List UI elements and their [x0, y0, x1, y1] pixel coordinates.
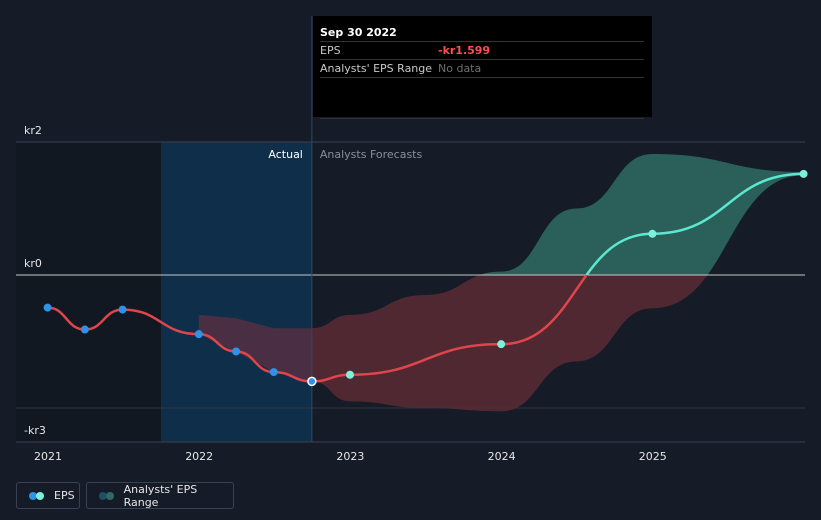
- x-tick-label: 2025: [639, 450, 667, 463]
- y-tick-label: kr2: [24, 124, 42, 137]
- past-shade: [16, 142, 161, 442]
- tooltip-range-value: No data: [438, 62, 482, 75]
- forecast-label: Analysts Forecasts: [320, 148, 423, 161]
- range-area-positive: [479, 153, 804, 275]
- legend-eps-swatch: [29, 491, 47, 500]
- eps-forecast-point: [799, 169, 808, 178]
- eps-actual-point: [194, 330, 203, 339]
- eps-line-positive: [585, 172, 804, 275]
- tooltip-eps-label: EPS: [320, 44, 341, 57]
- x-tick-label: 2021: [34, 450, 62, 463]
- eps-forecast-point: [497, 340, 506, 349]
- legend-eps-label: EPS: [54, 489, 75, 502]
- eps-actual-point: [43, 303, 52, 312]
- y-tick-label: -kr3: [24, 424, 46, 437]
- eps-forecast-point: [345, 370, 354, 379]
- legend-range-swatch: [99, 491, 117, 500]
- tooltip-date: Sep 30 2022: [320, 24, 644, 42]
- tooltip-spacer: [320, 78, 644, 119]
- eps-actual-point: [269, 368, 278, 377]
- eps-actual-point: [307, 376, 317, 387]
- tooltip-range-row: Analysts' EPS Range No data: [320, 60, 644, 78]
- tooltip-range-label: Analysts' EPS Range: [320, 62, 433, 75]
- y-tick-label: kr0: [24, 257, 42, 270]
- actual-label: Actual: [268, 148, 302, 161]
- eps-forecast-point: [648, 229, 657, 238]
- tooltip-eps-row: EPS -kr1.599: [320, 42, 644, 60]
- past-range-area: [198, 314, 312, 382]
- tooltip-eps-value: -kr1.599: [438, 44, 491, 57]
- legend-eps[interactable]: EPS: [16, 482, 80, 509]
- legend-range-label: Analysts' EPS Range: [123, 482, 198, 509]
- x-tick-label: 2024: [488, 450, 516, 463]
- eps-actual-point: [80, 325, 89, 334]
- x-tick-label: 2022: [185, 450, 213, 463]
- legend-range[interactable]: Analysts' EPS Range: [86, 482, 234, 509]
- tooltip: Sep 30 2022 EPS -kr1.599 Analysts' EPS R…: [313, 16, 652, 119]
- eps-actual-point: [232, 347, 241, 356]
- eps-actual-point: [118, 305, 127, 314]
- eps-chart: kr2 kr0 -kr3 Actual Analysts Forecasts 2021 20…: [16, 16, 808, 463]
- actual-band: [161, 142, 312, 442]
- x-tick-label: 2023: [336, 450, 364, 463]
